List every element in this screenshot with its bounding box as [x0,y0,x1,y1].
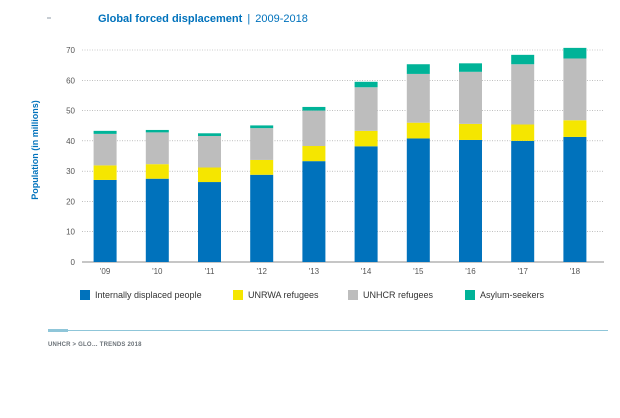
x-tick-label: '13 [309,267,320,276]
chart-title: Global forced displacement | 2009-2018 [98,13,308,25]
x-tick-label: '14 [361,267,372,276]
bar-segment [354,87,378,131]
chart-title-years: 2009-2018 [255,13,308,25]
footer-text: UNHCR > GLO… TRENDS 2018 [48,342,142,348]
y-tick-label: 60 [66,76,75,85]
legend-swatch [80,290,90,300]
x-tick-label: '09 [100,267,111,276]
y-tick-label: 30 [66,167,75,176]
bar-segment [354,130,378,147]
bar-segment [302,106,326,111]
legend-item: UNRWA refugees [233,290,319,300]
bar-segment [250,159,274,175]
legend-label: Asylum-seekers [480,290,545,300]
legend-swatch [233,290,243,300]
footer-divider-accent [48,329,68,332]
bar-segment [93,165,117,180]
bar-segment [406,64,430,74]
chart-title-separator: | [247,13,251,25]
bar-segment [93,130,117,134]
bar-segment [250,128,274,160]
bar-segment [459,123,482,140]
bar-segment [563,136,587,262]
bar-segment [406,138,430,262]
x-tick-label: '11 [205,267,215,276]
bar-segment [406,73,430,123]
y-tick-label: 0 [71,258,76,267]
chart-title-main: Global forced displacement [98,13,243,25]
x-tick-label: '12 [256,267,267,276]
bar-segment [145,132,169,165]
y-tick-label: 40 [66,137,75,146]
bar-segment [354,146,378,262]
x-tick-label: '10 [152,267,163,276]
bar-segment [511,64,535,125]
bar-segment [302,146,326,162]
y-tick-label: 50 [66,107,75,116]
bar-segment [459,63,482,72]
bar-segment [563,120,587,137]
bar-segment [198,136,221,168]
y-tick-label: 10 [66,228,75,237]
bar-segment [93,179,117,262]
x-tick-label: '16 [465,267,476,276]
legend-swatch [348,290,358,300]
legend-label: UNHCR refugees [363,290,434,300]
bar-segment [145,129,169,133]
bar-segment [93,133,117,166]
bar-segment [354,81,378,88]
bar-segment [563,47,587,59]
footer-divider [48,330,608,331]
bar-segment [302,161,326,262]
bar-segment [250,174,274,262]
legend-swatch [465,290,475,300]
x-tick-label: '17 [517,267,528,276]
bar-segment [459,139,482,262]
bar-segment [511,54,535,65]
bar-segment [511,124,535,141]
y-tick-label: 20 [66,197,75,206]
bar-segment [563,58,587,121]
legend-label: UNRWA refugees [248,290,319,300]
bar-segment [145,164,169,179]
bar-segment [459,71,482,124]
legend-item: UNHCR refugees [348,290,433,300]
legend-label: Internally displaced people [95,290,202,300]
bar-segment [145,178,169,262]
bar-segment [198,133,221,137]
bar-segment [198,182,221,262]
header-marker [47,17,51,19]
bar-segment [198,167,221,183]
x-tick-label: '15 [413,267,424,276]
bar-segment [511,140,535,262]
legend-item: Asylum-seekers [465,290,544,300]
x-tick-label: '18 [570,267,581,276]
legend-item: Internally displaced people [80,290,202,300]
bar-segment [302,110,326,147]
y-tick-label: 70 [66,46,75,55]
bar-segment [406,122,430,139]
bar-segment [250,125,274,129]
